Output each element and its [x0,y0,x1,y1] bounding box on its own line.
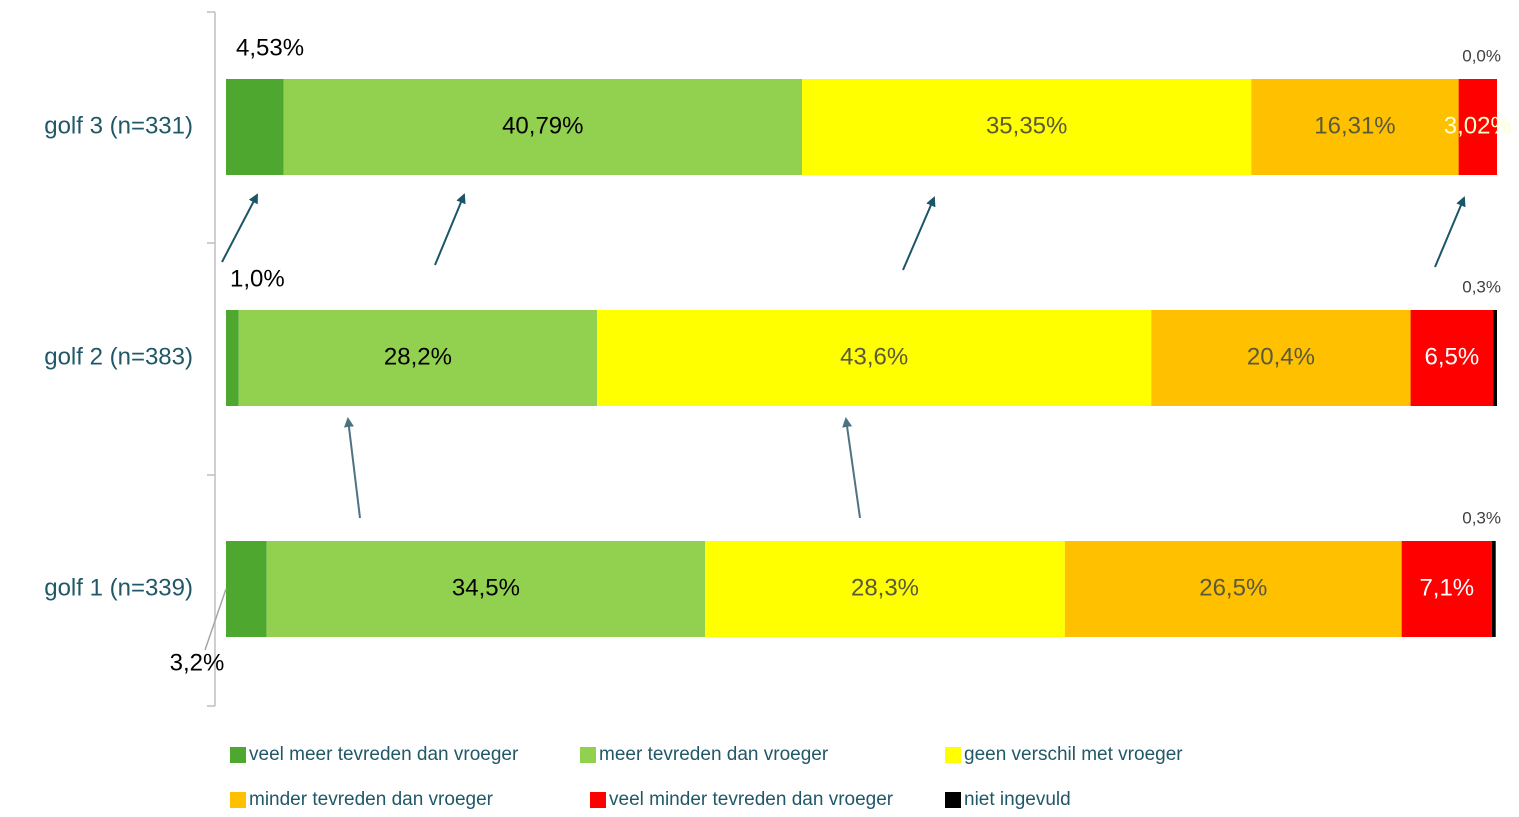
value-label: 0,3% [1462,508,1501,527]
value-label: 3,2% [170,649,225,676]
value-label: 6,5% [1425,343,1480,370]
value-label: 43,6% [840,343,908,370]
bar-segment [1410,310,1494,406]
value-label: 20,4% [1247,343,1315,370]
bar-segment [1493,310,1497,406]
arrow [1434,196,1466,268]
bar-segment [226,310,239,406]
arrow [842,417,861,519]
bar-segment [1151,310,1411,406]
legend-swatch [945,792,961,808]
value-label: 0,3% [1462,277,1501,296]
value-label: 26,5% [1199,574,1267,601]
bar-segment [226,79,284,175]
bar-segment [1458,79,1497,175]
value-label: 7,1% [1419,574,1474,601]
value-label: 1,0% [230,265,285,292]
legend-swatch [230,792,246,808]
legend-swatch [945,747,961,763]
arrow [343,417,361,519]
legend-label: veel minder tevreden dan vroeger [609,789,894,810]
value-label: 3,02% [1444,112,1512,139]
category-label: golf 3 (n=331) [44,112,193,139]
value-label: 34,5% [452,574,520,601]
bar-segment [238,310,598,406]
legend-label: meer tevreden dan vroeger [599,744,829,765]
bar-segment [266,541,706,637]
value-label: 40,79% [502,112,583,139]
bar-segment [1491,541,1496,637]
legend-label: veel meer tevreden dan vroeger [249,744,519,765]
value-label: 4,53% [236,34,304,61]
bar-segment [1064,541,1402,637]
legend-swatch [580,747,596,763]
legend-label: minder tevreden dan vroeger [249,789,494,810]
arrow [221,193,258,263]
legend-label: geen verschil met vroeger [964,744,1183,765]
value-label: 0,0% [1462,46,1501,65]
arrow [902,196,936,271]
bar-segment [1401,541,1492,637]
bar-segment [802,79,1252,175]
legend-label: niet ingevuld [964,789,1071,810]
bar-segment [1251,79,1459,175]
category-label: golf 2 (n=383) [44,343,193,370]
value-label: 35,35% [986,112,1067,139]
value-label: 16,31% [1314,112,1395,139]
bar-segment [226,541,267,637]
legend-swatch [590,792,606,808]
leader-line [204,588,227,651]
bar-segment [705,541,1065,637]
value-label: 28,2% [384,343,452,370]
bar-segment [597,310,1152,406]
category-label: golf 1 (n=339) [44,574,193,601]
legend-swatch [230,747,246,763]
value-label: 28,3% [851,574,919,601]
axis [207,11,216,707]
arrows [221,193,1466,519]
bar-segment [283,79,803,175]
arrow [434,193,466,266]
